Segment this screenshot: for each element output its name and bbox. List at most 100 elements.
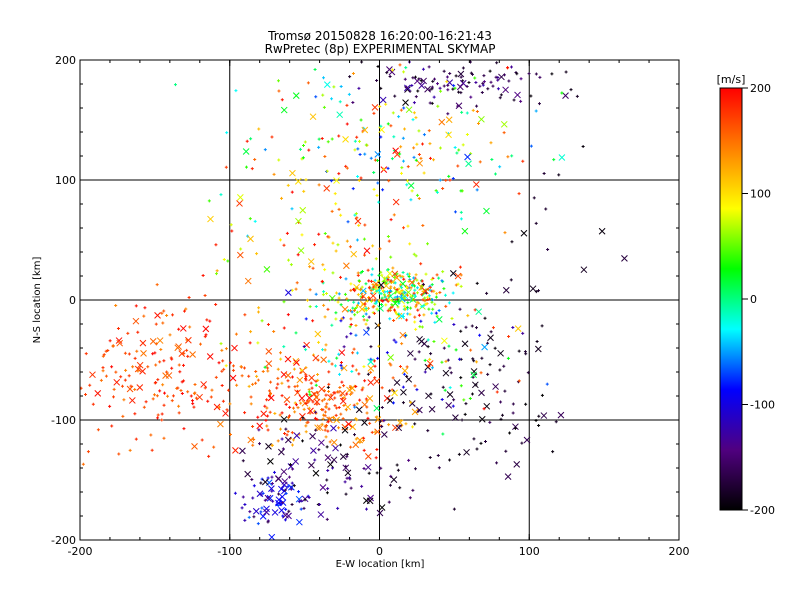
data-point-cross <box>340 364 348 372</box>
data-point-cross <box>278 506 285 514</box>
data-point-plus <box>367 471 371 475</box>
data-point-plus <box>367 296 371 300</box>
data-point-plus <box>389 474 393 478</box>
data-point-plus <box>162 403 166 407</box>
data-point-plus <box>296 406 300 410</box>
data-point-plus <box>323 428 327 432</box>
data-point-plus <box>426 295 430 299</box>
data-point-plus <box>323 414 327 418</box>
data-point-cross <box>445 401 453 409</box>
data-point-plus <box>447 344 451 348</box>
data-point-plus <box>239 247 243 251</box>
data-point-plus <box>452 507 456 511</box>
data-point-plus <box>355 135 359 139</box>
data-point-plus <box>256 378 260 382</box>
data-point-plus <box>302 345 306 349</box>
data-point-plus <box>284 402 288 406</box>
data-point-plus <box>439 89 443 93</box>
data-point-plus <box>294 403 298 407</box>
data-point-plus <box>321 408 325 412</box>
data-point-plus <box>161 321 165 325</box>
data-point-plus <box>345 476 349 480</box>
data-point-plus <box>517 379 521 383</box>
data-point-plus <box>491 326 495 330</box>
data-point-plus <box>243 313 247 317</box>
data-point-plus <box>382 167 386 171</box>
data-point-plus <box>260 506 264 510</box>
data-point-plus <box>354 368 358 372</box>
data-point-plus <box>352 287 356 291</box>
data-point-plus <box>482 80 486 84</box>
data-point-plus <box>249 402 253 406</box>
data-point-plus <box>307 399 311 403</box>
data-point-plus <box>134 437 138 441</box>
data-point-plus <box>142 405 146 409</box>
data-point-plus <box>383 290 387 294</box>
data-point-plus <box>379 270 383 274</box>
data-point-plus <box>338 100 342 104</box>
data-point-plus <box>348 392 352 396</box>
data-point-cross <box>252 507 260 515</box>
data-point-plus <box>434 295 438 299</box>
data-point-plus <box>220 384 224 388</box>
data-point-cross <box>333 177 340 184</box>
data-point-plus <box>387 239 391 243</box>
data-point-plus <box>264 418 268 422</box>
data-point-plus <box>357 86 361 90</box>
data-point-plus <box>317 137 321 141</box>
data-point-cross <box>247 235 254 243</box>
data-point-plus <box>379 303 383 307</box>
data-point-plus <box>499 400 503 404</box>
data-point-cross <box>330 456 338 464</box>
data-point-plus <box>480 356 484 360</box>
data-point-plus <box>465 85 469 89</box>
data-point-plus <box>552 158 556 162</box>
data-point-cross <box>435 316 443 323</box>
data-point-plus <box>116 327 120 331</box>
data-point-cross <box>256 490 264 498</box>
data-point-plus <box>430 278 434 282</box>
data-point-cross <box>363 329 370 336</box>
data-point-plus <box>298 147 302 151</box>
data-point-plus <box>240 506 244 510</box>
data-point-plus <box>498 96 502 100</box>
data-point-plus <box>340 380 344 384</box>
data-point-plus <box>283 488 287 492</box>
data-point-plus <box>419 262 423 266</box>
data-point-plus <box>302 189 306 193</box>
data-point-plus <box>413 320 417 324</box>
data-point-plus <box>478 84 482 88</box>
data-point-plus <box>302 506 306 510</box>
data-point-plus <box>339 443 343 447</box>
data-point-cross <box>492 383 499 390</box>
data-point-cross <box>472 181 480 188</box>
data-point-cross <box>268 485 275 492</box>
data-point-plus <box>477 121 481 125</box>
data-point-plus <box>406 165 410 169</box>
data-point-plus <box>443 388 447 392</box>
data-point-plus <box>266 428 270 432</box>
data-point-plus <box>229 223 233 227</box>
data-point-plus <box>388 75 392 79</box>
data-point-plus <box>581 145 585 149</box>
data-point-plus <box>369 288 373 292</box>
data-point-cross <box>244 277 252 285</box>
data-point-plus <box>513 426 517 430</box>
data-point-plus <box>244 165 248 169</box>
data-point-plus <box>313 416 317 420</box>
data-point-plus <box>350 370 354 374</box>
data-point-plus <box>398 274 402 278</box>
data-point-cross <box>445 131 452 139</box>
data-point-plus <box>459 284 463 288</box>
data-point-plus <box>367 286 371 290</box>
data-point-plus <box>348 325 352 329</box>
data-point-plus <box>282 300 286 304</box>
data-point-plus <box>493 172 497 176</box>
data-point-plus <box>361 314 365 318</box>
data-point-plus <box>280 196 284 200</box>
data-point-plus <box>389 363 393 367</box>
data-point-plus <box>360 285 364 289</box>
data-point-plus <box>337 207 341 211</box>
data-point-cross <box>231 344 238 352</box>
